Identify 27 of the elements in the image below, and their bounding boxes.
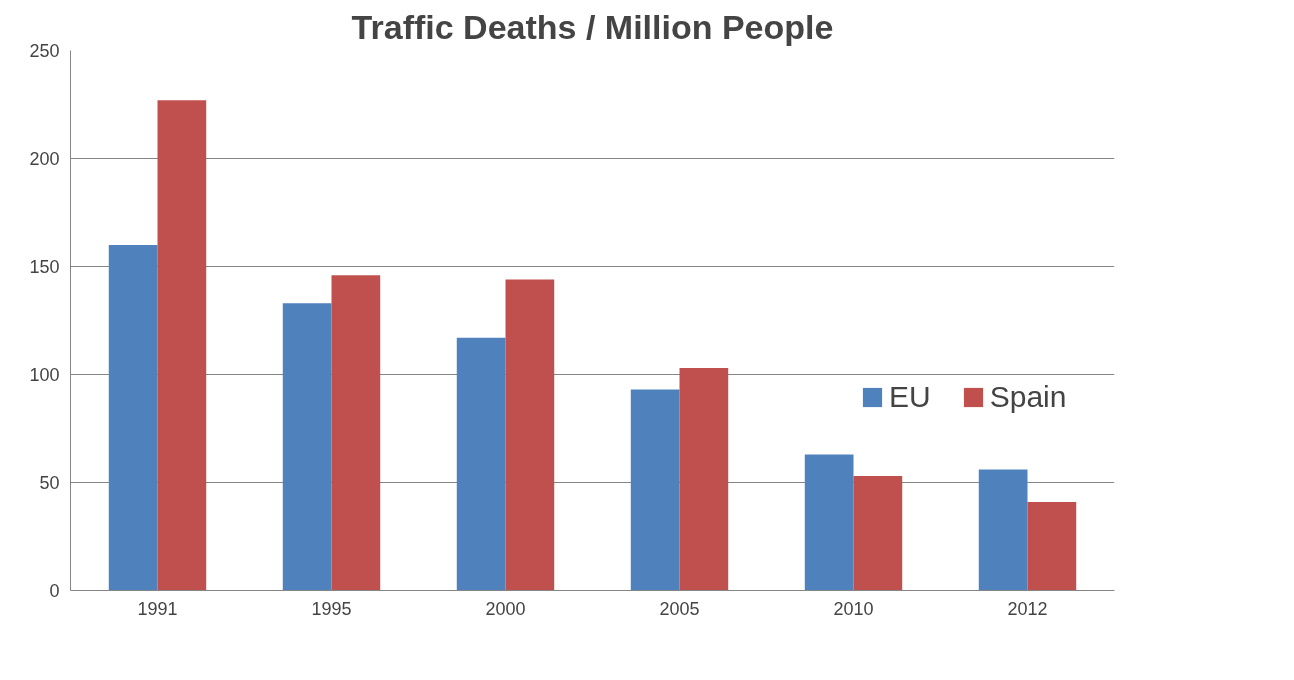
bar: [978, 469, 1028, 591]
x-tick-label: 1991: [137, 598, 178, 619]
x-tick-label: 2000: [485, 598, 526, 619]
bar: [157, 100, 207, 591]
x-tick-label: 2005: [659, 598, 700, 619]
x-tick-label: 2010: [833, 598, 874, 619]
bar: [282, 303, 332, 591]
y-tick-label: 0: [49, 581, 60, 601]
bar: [456, 337, 506, 591]
y-tick-label: 200: [29, 149, 60, 169]
bar: [853, 476, 903, 591]
bar: [679, 368, 729, 591]
legend-label: EU: [889, 380, 931, 414]
y-tick-label: 50: [39, 473, 60, 493]
bar: [804, 454, 854, 591]
chart-title: Traffic Deaths / Million People: [351, 7, 834, 46]
bar: [1027, 501, 1077, 591]
bar: [331, 275, 381, 591]
x-tick-label: 2012: [1007, 598, 1048, 619]
bar: [505, 279, 555, 591]
y-tick-label: 250: [29, 41, 60, 61]
bar: [630, 389, 680, 591]
x-tick-label: 1995: [311, 598, 352, 619]
y-tick-label: 100: [29, 365, 60, 385]
y-tick-label: 150: [29, 257, 60, 277]
bar: [108, 244, 158, 591]
legend-label: Spain: [989, 380, 1067, 414]
